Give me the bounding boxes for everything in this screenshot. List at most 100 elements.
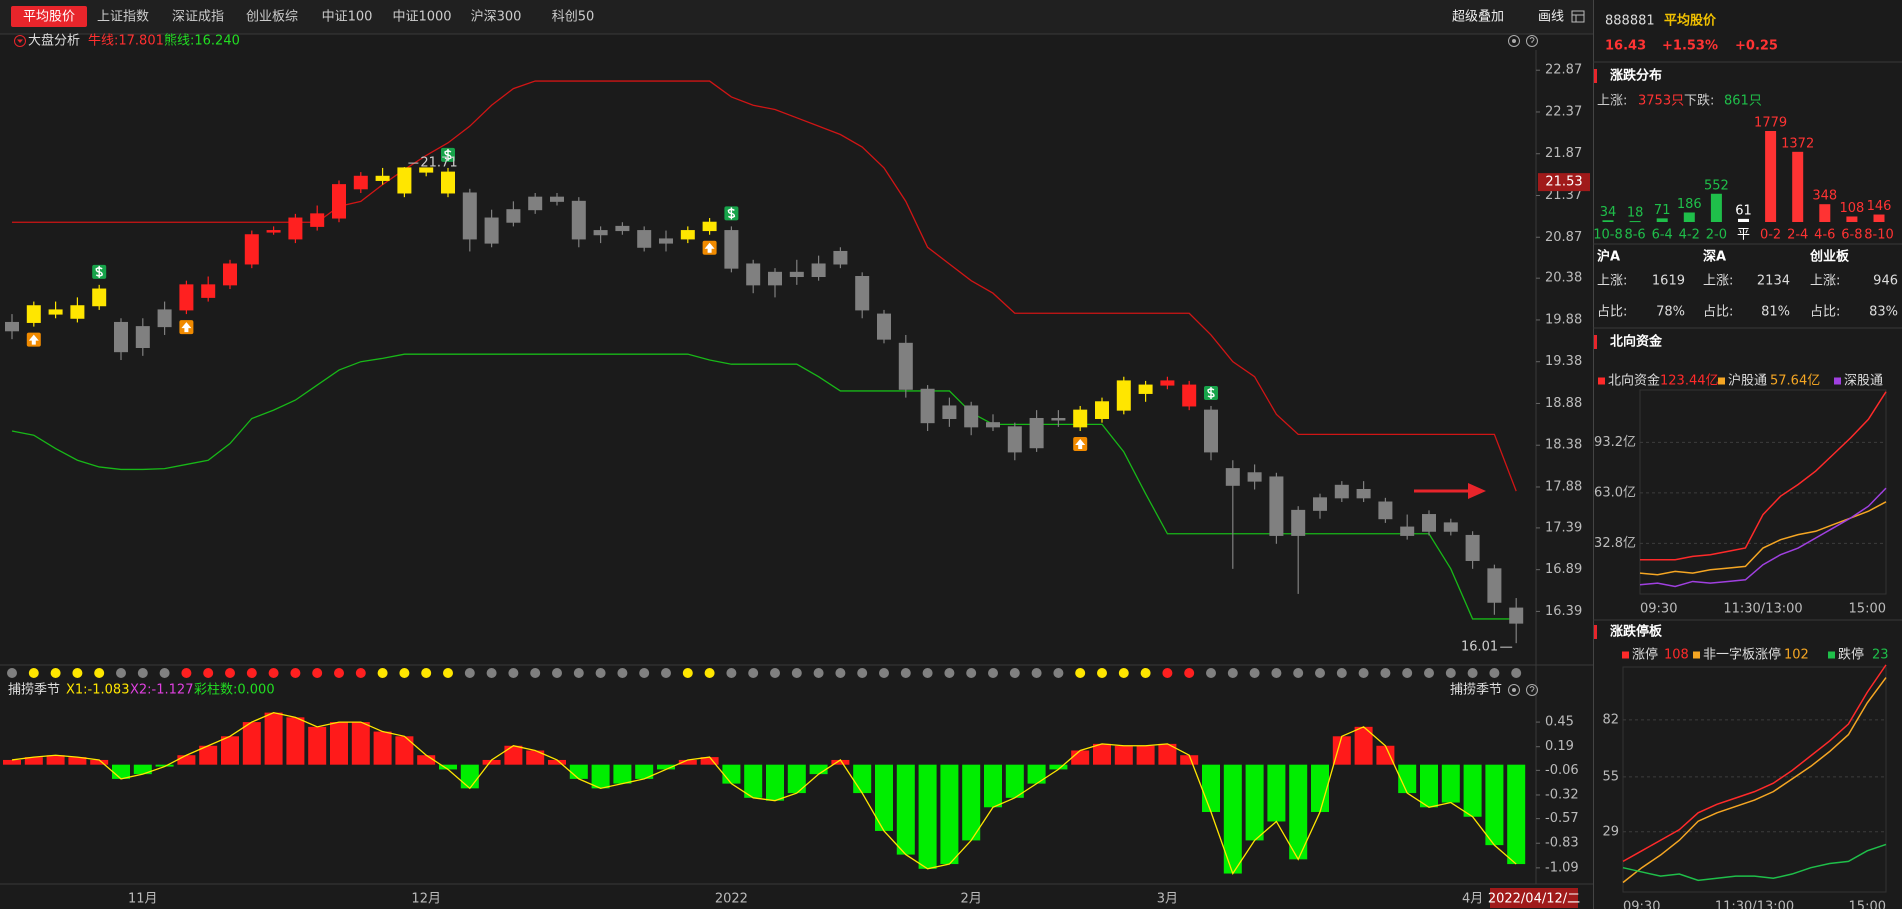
settings-icon[interactable] bbox=[1508, 35, 1520, 47]
tab[interactable]: 沪深300 bbox=[471, 9, 522, 25]
tab[interactable]: 创业板综 bbox=[246, 10, 298, 25]
quote-name: 平均股价 bbox=[1664, 13, 1717, 29]
tab[interactable]: 科创50 bbox=[552, 10, 595, 25]
signal-dot bbox=[1358, 668, 1369, 678]
bar bbox=[1136, 745, 1155, 765]
table-value: 78% bbox=[1656, 305, 1685, 320]
settings-icon[interactable] bbox=[1508, 684, 1520, 696]
table-label: 上涨: bbox=[1597, 274, 1627, 289]
x-tick-label: 11:30/13:00 bbox=[1715, 900, 1794, 909]
candle-body bbox=[615, 225, 630, 232]
plot-frame bbox=[1622, 666, 1887, 893]
signal-dot bbox=[813, 668, 824, 678]
x-tick-label: 11:30/13:00 bbox=[1723, 602, 1802, 617]
y-tick-label: 18.88 bbox=[1545, 396, 1582, 411]
candle-body bbox=[1182, 384, 1197, 407]
series-line bbox=[1640, 391, 1887, 561]
bar bbox=[1683, 212, 1695, 222]
signal-dot bbox=[1402, 668, 1413, 678]
signal-dot bbox=[290, 668, 301, 678]
candle-body bbox=[244, 234, 259, 265]
series-line bbox=[1639, 487, 1887, 588]
candle-body bbox=[920, 388, 935, 424]
signal-dot bbox=[791, 668, 802, 678]
toolbar-button[interactable]: 超级叠加 bbox=[1452, 10, 1504, 25]
bar bbox=[330, 722, 348, 765]
signal-dot bbox=[94, 668, 105, 678]
bar bbox=[460, 764, 479, 789]
y-tick-label: 20.87 bbox=[1545, 230, 1582, 245]
help-icon[interactable] bbox=[1526, 35, 1538, 47]
tab[interactable]: 中证100 bbox=[322, 10, 373, 25]
y-tick-label: 29 bbox=[1602, 824, 1619, 839]
tab[interactable]: 中证1000 bbox=[392, 10, 451, 25]
legend-value: 108 bbox=[1664, 648, 1689, 663]
value-label: 1779 bbox=[1754, 116, 1787, 131]
signal-dot bbox=[421, 668, 432, 678]
y-tick-label: 93.2亿 bbox=[1594, 435, 1636, 450]
legend-swatch bbox=[1718, 377, 1725, 385]
bar bbox=[1376, 745, 1395, 765]
signal-dot bbox=[50, 668, 61, 678]
signal-dot bbox=[246, 668, 257, 678]
bar bbox=[308, 726, 327, 765]
signal-dot bbox=[1249, 668, 1260, 678]
bar bbox=[1158, 743, 1177, 765]
x-tick-label: 15:00 bbox=[1849, 602, 1886, 617]
x-tick-label: 11月 bbox=[128, 892, 158, 907]
y-tick-label: 21.37 bbox=[1545, 188, 1582, 203]
candle-body bbox=[1291, 509, 1306, 536]
bar bbox=[896, 764, 915, 855]
bar bbox=[678, 759, 697, 765]
bar bbox=[1354, 726, 1373, 765]
signal-dot bbox=[464, 668, 475, 678]
value-label: 348 bbox=[1812, 189, 1837, 204]
candle-body bbox=[550, 196, 564, 202]
bar bbox=[613, 764, 632, 784]
bar bbox=[1114, 745, 1133, 765]
candle-body bbox=[1509, 607, 1524, 624]
tab[interactable]: 平均股价 bbox=[23, 10, 75, 25]
quote-code: 888881 bbox=[1605, 14, 1655, 29]
candle-body bbox=[1400, 526, 1415, 536]
date-label: 2022/04/12/二 bbox=[1488, 892, 1580, 907]
candle-body bbox=[419, 167, 434, 173]
value-label: 108 bbox=[1839, 201, 1864, 216]
signal-dot bbox=[1467, 668, 1478, 678]
candle-body bbox=[1073, 409, 1088, 428]
toolbar-icon[interactable] bbox=[1571, 10, 1585, 23]
table-value: 1619 bbox=[1652, 274, 1685, 289]
bar bbox=[1792, 151, 1804, 222]
candle-body bbox=[1160, 380, 1175, 386]
high-label: 21.71 bbox=[420, 156, 457, 171]
dropdown-icon[interactable] bbox=[14, 35, 26, 47]
buy-signal-icon bbox=[26, 332, 41, 347]
bar bbox=[68, 757, 87, 765]
help-icon[interactable] bbox=[1526, 684, 1538, 696]
candle-body bbox=[375, 175, 390, 181]
legend-value: 23 bbox=[1872, 648, 1889, 663]
signal-dot bbox=[1184, 668, 1195, 678]
bar bbox=[1846, 216, 1858, 222]
candle-body bbox=[833, 250, 848, 265]
tab[interactable]: 深证成指 bbox=[172, 10, 224, 25]
signal-dot bbox=[922, 668, 933, 678]
tab[interactable]: 上证指数 bbox=[97, 10, 149, 25]
candle-body bbox=[1443, 522, 1458, 532]
bar bbox=[221, 736, 239, 765]
signal-dot bbox=[1206, 668, 1216, 678]
bar bbox=[242, 722, 261, 765]
series-line bbox=[1622, 664, 1887, 863]
bar bbox=[286, 717, 305, 765]
toolbar-button[interactable]: 画线 bbox=[1538, 10, 1564, 25]
candle-body bbox=[571, 200, 586, 240]
signal-dot bbox=[137, 668, 148, 678]
category-label: 6-4 bbox=[1652, 228, 1673, 243]
candle-body bbox=[942, 405, 957, 419]
table-header: 沪A bbox=[1597, 249, 1620, 265]
candle-body bbox=[877, 313, 891, 340]
signal-dot bbox=[726, 668, 737, 678]
low-label: 16.01 bbox=[1461, 640, 1498, 655]
active-tab[interactable] bbox=[11, 6, 87, 27]
x-tick-label: 12月 bbox=[411, 892, 441, 907]
